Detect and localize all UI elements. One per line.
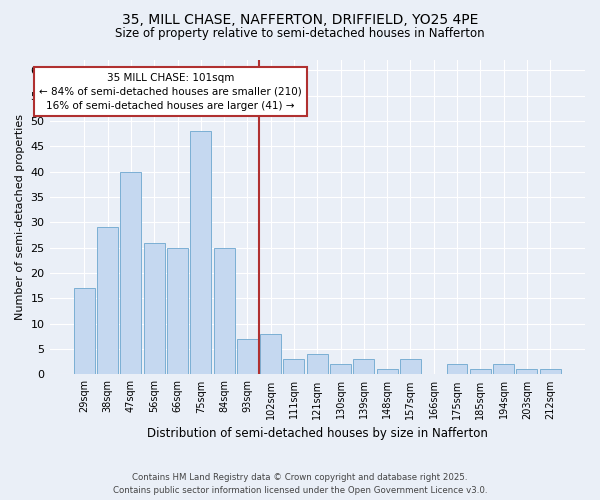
Bar bbox=[74, 288, 95, 374]
Bar bbox=[121, 172, 142, 374]
Text: Size of property relative to semi-detached houses in Nafferton: Size of property relative to semi-detach… bbox=[115, 28, 485, 40]
Bar bbox=[400, 359, 421, 374]
Y-axis label: Number of semi-detached properties: Number of semi-detached properties bbox=[15, 114, 25, 320]
Bar bbox=[97, 228, 118, 374]
Bar bbox=[190, 131, 211, 374]
Bar bbox=[260, 334, 281, 374]
Bar bbox=[446, 364, 467, 374]
Bar bbox=[283, 359, 304, 374]
Bar bbox=[330, 364, 351, 374]
Bar bbox=[493, 364, 514, 374]
Bar bbox=[214, 248, 235, 374]
Bar bbox=[517, 370, 538, 374]
Bar bbox=[539, 370, 560, 374]
Text: Contains HM Land Registry data © Crown copyright and database right 2025.
Contai: Contains HM Land Registry data © Crown c… bbox=[113, 474, 487, 495]
Bar bbox=[144, 242, 165, 374]
Text: 35, MILL CHASE, NAFFERTON, DRIFFIELD, YO25 4PE: 35, MILL CHASE, NAFFERTON, DRIFFIELD, YO… bbox=[122, 12, 478, 26]
Bar bbox=[307, 354, 328, 374]
Bar bbox=[377, 370, 398, 374]
Bar bbox=[470, 370, 491, 374]
Text: 35 MILL CHASE: 101sqm
← 84% of semi-detached houses are smaller (210)
16% of sem: 35 MILL CHASE: 101sqm ← 84% of semi-deta… bbox=[39, 72, 302, 110]
Bar bbox=[167, 248, 188, 374]
Bar bbox=[237, 339, 258, 374]
Bar bbox=[353, 359, 374, 374]
X-axis label: Distribution of semi-detached houses by size in Nafferton: Distribution of semi-detached houses by … bbox=[147, 427, 488, 440]
